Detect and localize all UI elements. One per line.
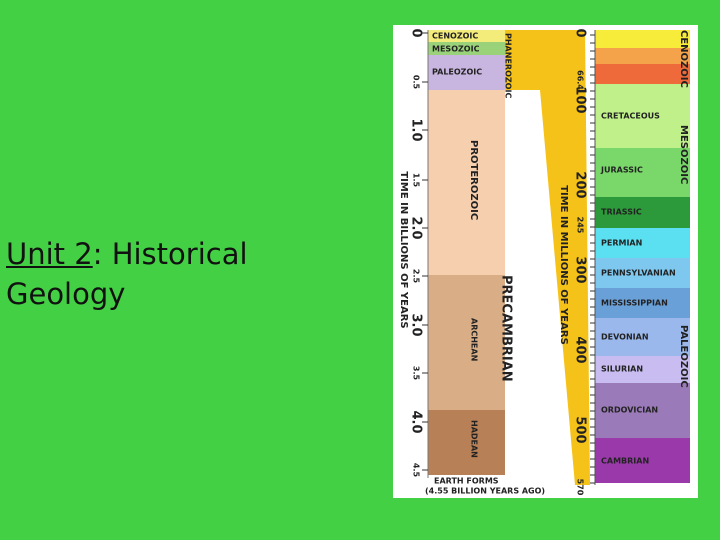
right-tick-label: 245 — [576, 217, 585, 234]
period-label: CRETACEOUS — [601, 112, 660, 121]
band — [595, 197, 690, 228]
band — [595, 48, 690, 64]
era-label: CENOZOIC — [432, 32, 478, 41]
left-tick-label: 0 — [409, 28, 424, 37]
eon-label: PHANEROZOIC — [504, 33, 513, 98]
band — [428, 410, 505, 475]
band — [428, 90, 505, 275]
eon-label: HADEAN — [470, 420, 479, 458]
right-axis-label: TIME IN MILLIONS OF YEARS — [558, 185, 569, 345]
slide-title: Unit 2: Historical Geology — [6, 234, 336, 314]
left-tick-label: 1.5 — [412, 173, 421, 188]
period-label: PERMIAN — [601, 239, 642, 248]
left-tick-label: 2.5 — [412, 269, 421, 284]
band — [595, 288, 690, 318]
era-label: MESOZOIC — [432, 45, 480, 54]
band — [595, 438, 690, 483]
left-tick-label: 3.5 — [412, 366, 421, 381]
left-tick-label: 3.0 — [409, 313, 424, 336]
right-tick-label: 66.4 — [576, 70, 585, 90]
band — [595, 383, 690, 438]
band — [428, 30, 505, 42]
era-label-right: CENOZOIC — [678, 30, 689, 88]
period-label: TRIASSIC — [601, 208, 642, 217]
right-tick-label: 200 — [573, 171, 588, 198]
labels: 0 0.5 1.0 1.5 2.0 2.5 3.0 3.5 4.0 4.5 TIME IN BILL… — [398, 28, 689, 495]
period-label: CAMBRIAN — [601, 457, 649, 466]
band — [595, 84, 690, 148]
left-axis-label: TIME IN BILLIONS OF YEARS — [398, 171, 409, 328]
eon-label: PROTEROZOIC — [468, 140, 479, 220]
right-tick-label: 400 — [573, 336, 588, 363]
left-tick-label: 0.5 — [412, 75, 421, 90]
left-tick-label: 4.0 — [409, 410, 424, 433]
period-label: JURASSIC — [600, 166, 643, 175]
earth-forms-label: EARTH FORMS — [434, 477, 499, 486]
band — [595, 356, 690, 383]
right-tick-label: 300 — [573, 256, 588, 283]
period-label: MISSISSIPPIAN — [601, 299, 668, 308]
right-tick-label: 500 — [573, 416, 588, 443]
eon-label: PRECAMBRIAN — [499, 275, 514, 382]
band — [595, 258, 690, 288]
period-label: DEVONIAN — [601, 333, 649, 342]
title-rest: : Historical Geology — [6, 237, 248, 311]
band — [595, 318, 690, 356]
right-tick-label: 0 — [573, 28, 588, 37]
period-label: ORDOVICIAN — [601, 406, 658, 415]
band — [595, 148, 690, 197]
era-label: PALEOZOIC — [432, 68, 482, 77]
eon-label: ARCHEAN — [470, 318, 479, 361]
funnel — [505, 30, 590, 485]
era-label-right: PALEOZOIC — [678, 325, 689, 388]
earth-forms-note: (4.55 BILLION YEARS AGO) — [425, 487, 545, 496]
title-underlined: Unit 2 — [6, 237, 93, 271]
left-tick-label: 2.0 — [409, 216, 424, 239]
period-label: PENNSYLVANIAN — [601, 269, 676, 278]
right-tick-label: 570 — [576, 479, 585, 496]
left-tick-label: 4.5 — [412, 463, 421, 478]
band — [428, 55, 505, 90]
band — [595, 30, 690, 48]
band — [595, 228, 690, 258]
right-tick-label: 100 — [573, 86, 588, 113]
left-tick-label: 1.0 — [409, 118, 424, 141]
band — [428, 42, 505, 55]
band — [428, 275, 505, 410]
era-label-right: MESOZOIC — [678, 125, 689, 184]
period-label: SILURIAN — [601, 365, 643, 374]
band — [595, 64, 690, 84]
